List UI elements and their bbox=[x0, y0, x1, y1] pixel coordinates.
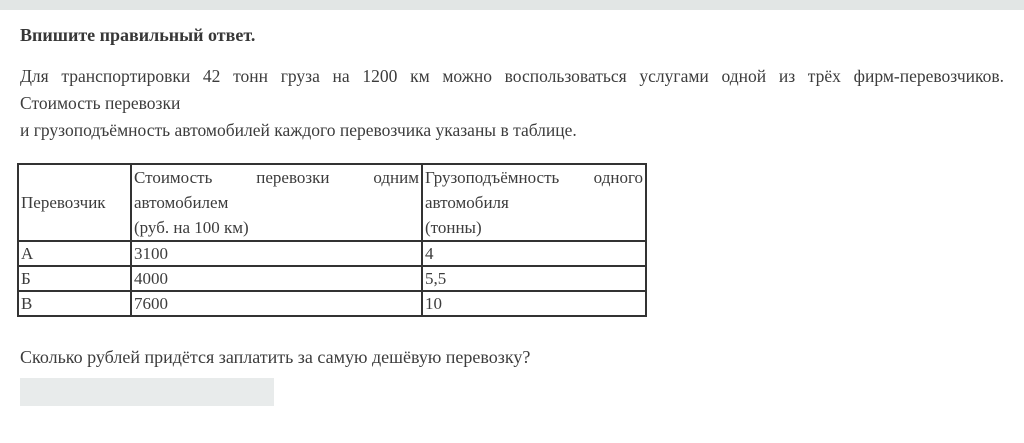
cell-capacity: 10 bbox=[421, 290, 647, 317]
cell-capacity: 5,5 bbox=[421, 265, 647, 292]
col-header-cost: Стоимость перевозки одним автомобилем (р… bbox=[130, 163, 423, 242]
problem-line-2: Стоимость перевозки bbox=[20, 93, 181, 113]
cell-carrier: Б bbox=[17, 265, 132, 292]
col-header-capacity: Грузоподъёмность одного автомобиля (тонн… bbox=[421, 163, 647, 242]
answer-input[interactable] bbox=[20, 378, 274, 406]
table-row-a: А 3100 4 bbox=[17, 240, 647, 267]
cell-cost: 4000 bbox=[130, 265, 423, 292]
problem-line-3: и грузоподъёмность автомобилей каждого п… bbox=[20, 120, 577, 140]
table-header-row: Перевозчик Стоимость перевозки одним авт… bbox=[17, 163, 647, 242]
col-header-carrier: Перевозчик bbox=[17, 163, 132, 242]
top-bar bbox=[0, 0, 1024, 10]
table-row-v: В 7600 10 bbox=[17, 290, 647, 317]
cell-carrier: В bbox=[17, 290, 132, 317]
col-header-cost-line-2: автомобилем bbox=[134, 193, 229, 212]
col-header-cost-line-1: Стоимость перевозки одним bbox=[134, 168, 419, 187]
carriers-table: Перевозчик Стоимость перевозки одним авт… bbox=[17, 163, 647, 317]
cell-carrier: А bbox=[17, 240, 132, 267]
content-area: Впишите правильный ответ. Для транспорти… bbox=[0, 23, 1024, 406]
table-row-b: Б 4000 5,5 bbox=[17, 265, 647, 292]
col-header-capacity-line-2: автомобиля bbox=[425, 193, 509, 212]
problem-line-1: Для транспортировки 42 тонн груза на 120… bbox=[20, 66, 1004, 86]
page-title: Впишите правильный ответ. bbox=[20, 25, 256, 45]
question-text: Сколько рублей придётся заплатить за сам… bbox=[20, 347, 531, 367]
cell-cost: 3100 bbox=[130, 240, 423, 267]
col-header-capacity-line-3: (тонны) bbox=[425, 218, 482, 237]
col-header-cost-line-3: (руб. на 100 км) bbox=[134, 218, 249, 237]
problem-statement: Для транспортировки 42 тонн груза на 120… bbox=[20, 63, 1004, 144]
cell-cost: 7600 bbox=[130, 290, 423, 317]
cell-capacity: 4 bbox=[421, 240, 647, 267]
col-header-capacity-line-1: Грузоподъёмность одного bbox=[425, 168, 643, 187]
